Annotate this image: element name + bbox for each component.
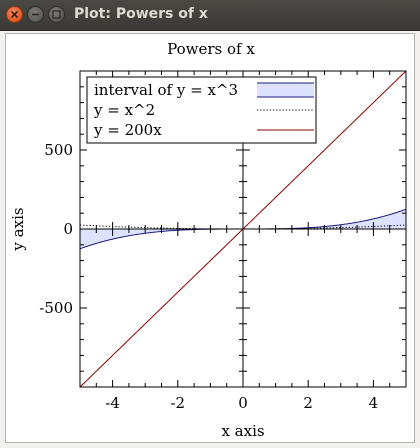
x-tick-label: 2 [303, 394, 313, 412]
maximize-icon [52, 10, 61, 19]
chart-title: Powers of x [167, 40, 255, 58]
legend: interval of y = x^3 y = x^2 y = 200x [86, 76, 317, 144]
window-title: Plot: Powers of x [74, 6, 208, 22]
close-button[interactable] [6, 6, 23, 23]
legend-label: interval of y = x^3 [94, 81, 238, 99]
close-icon [10, 10, 19, 19]
legend-swatch-fill [257, 83, 314, 97]
chart: Powers of x -4 -2 0 2 4 -500 0 500 x axis y axi… [9, 40, 407, 440]
legend-label: y = x^2 [93, 101, 155, 119]
plot-area: Powers of x -4 -2 0 2 4 -500 0 500 x axis y axi… [5, 33, 415, 443]
x-tick-label: 4 [369, 394, 379, 412]
y-tick-label: -500 [39, 299, 73, 317]
minimize-icon [32, 13, 39, 16]
minimize-button[interactable] [27, 6, 44, 23]
x-tick-label: -4 [105, 394, 120, 412]
y-tick-label: 0 [63, 220, 73, 238]
y-tick-label: 500 [44, 141, 73, 159]
x-axis-label: x axis [221, 422, 264, 440]
y-axis-label: y axis [9, 207, 27, 251]
legend-label: y = 200x [93, 121, 162, 139]
maximize-button[interactable] [48, 6, 65, 23]
title-bar[interactable]: Plot: Powers of x [0, 0, 420, 31]
x-tick-label: 0 [238, 394, 248, 412]
x-tick-label: -2 [170, 394, 185, 412]
tick-labels: -4 -2 0 2 4 -500 0 500 [39, 141, 378, 412]
